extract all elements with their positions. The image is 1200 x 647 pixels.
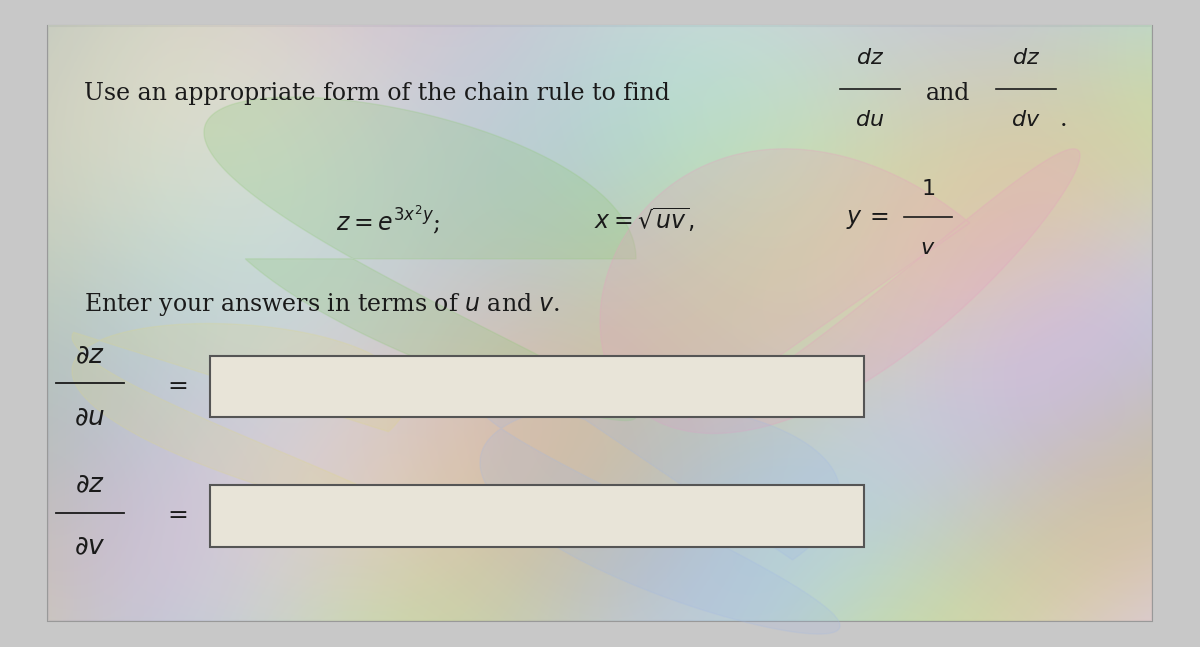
FancyBboxPatch shape bbox=[210, 485, 864, 547]
FancyBboxPatch shape bbox=[48, 26, 1152, 621]
Text: $v$: $v$ bbox=[920, 237, 935, 259]
Text: $x = \sqrt{uv},$: $x = \sqrt{uv},$ bbox=[594, 206, 695, 234]
Text: $\partial u$: $\partial u$ bbox=[74, 405, 106, 430]
Polygon shape bbox=[204, 97, 636, 421]
FancyBboxPatch shape bbox=[210, 356, 864, 417]
Text: $dz$: $dz$ bbox=[1012, 47, 1040, 69]
Polygon shape bbox=[72, 324, 408, 518]
Polygon shape bbox=[600, 149, 1080, 433]
Text: Use an appropriate form of the chain rule to find: Use an appropriate form of the chain rul… bbox=[84, 82, 670, 105]
Text: =: = bbox=[168, 375, 188, 398]
Text: $du$: $du$ bbox=[856, 109, 884, 131]
Text: =: = bbox=[168, 505, 188, 527]
Polygon shape bbox=[480, 401, 840, 634]
Text: $z = e^{3x^2y}$;: $z = e^{3x^2y}$; bbox=[336, 204, 440, 236]
Text: Enter your answers in terms of $\it{u}$ and $\it{v}$.: Enter your answers in terms of $\it{u}$ … bbox=[84, 291, 560, 318]
Text: $1$: $1$ bbox=[920, 178, 935, 200]
Text: .: . bbox=[1060, 108, 1067, 131]
Text: and: and bbox=[926, 82, 970, 105]
Text: $\partial z$: $\partial z$ bbox=[76, 472, 104, 498]
Text: $y\, =$: $y\, =$ bbox=[846, 208, 888, 232]
Text: $dv$: $dv$ bbox=[1012, 109, 1040, 131]
Text: $\partial z$: $\partial z$ bbox=[76, 343, 104, 368]
Text: $\partial v$: $\partial v$ bbox=[74, 534, 106, 560]
Text: $dz$: $dz$ bbox=[856, 47, 884, 69]
